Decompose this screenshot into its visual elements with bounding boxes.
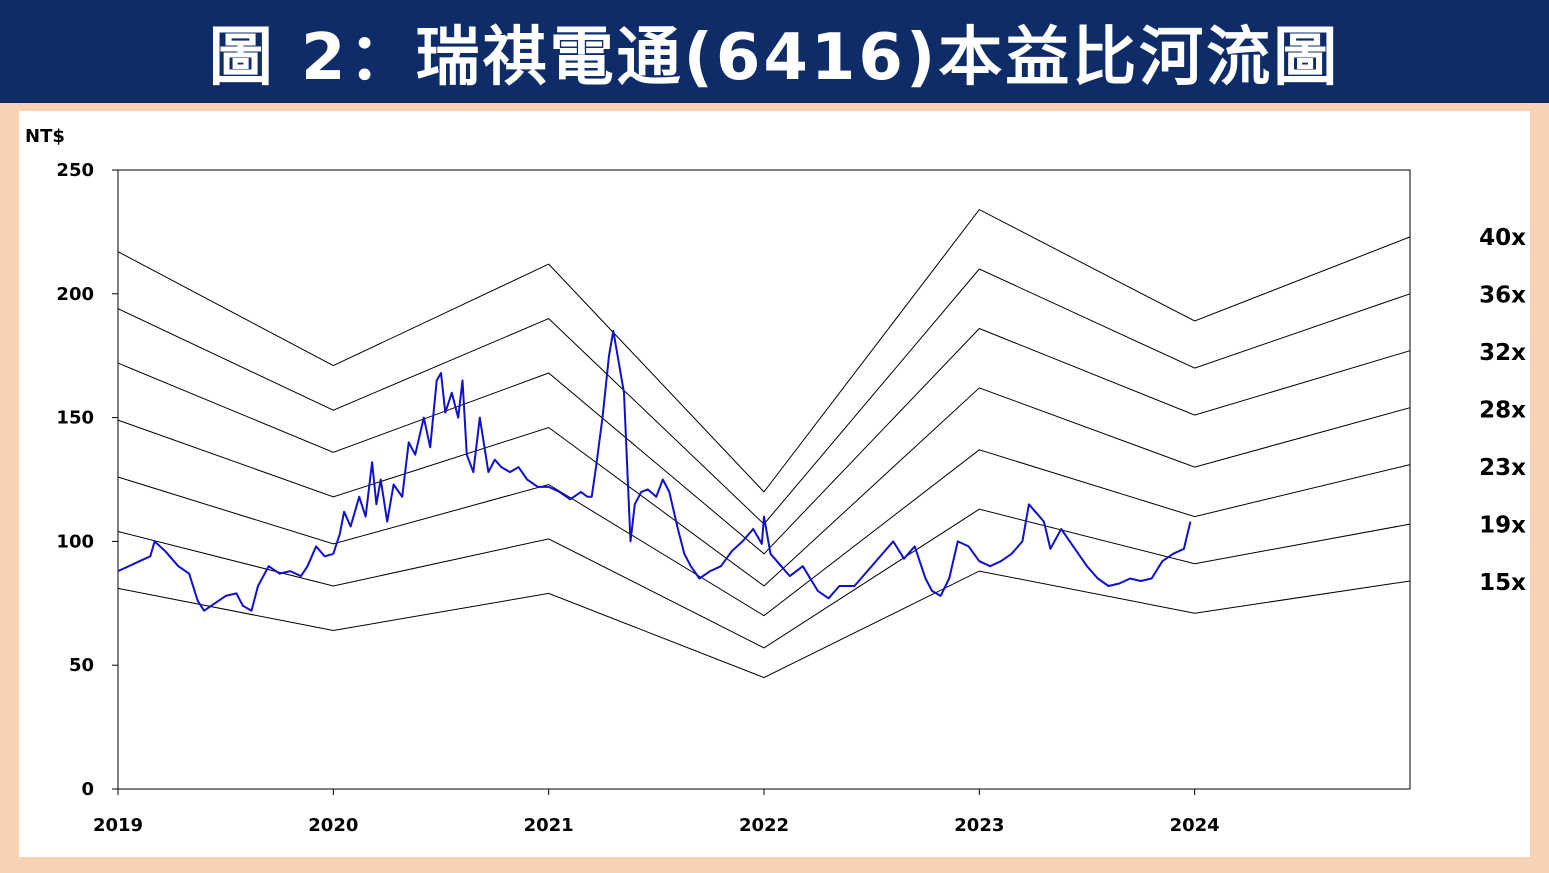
band-label-15x: 15x (1479, 570, 1526, 596)
price-line (117, 329, 1192, 612)
y-axis: 0 50 100 150 200 250 (56, 160, 118, 800)
page-title: 圖 2：瑞祺電通(6416)本益比河流圖 (0, 0, 1549, 103)
chart-panel: NT$ 0 50 100 150 200 250 2019 2020 2021 2022 2023… (19, 111, 1530, 857)
y-tick-label: 100 (56, 531, 94, 552)
band-label-23x: 23x (1479, 455, 1526, 481)
pe-bands (117, 208, 1411, 679)
y-tick-label: 0 (81, 779, 94, 800)
y-tick-label: 250 (56, 160, 94, 181)
plot-frame (117, 169, 1411, 790)
y-tick-label: 50 (69, 655, 94, 676)
band-line-36x (117, 268, 1411, 525)
y-tick-label: 150 (56, 408, 94, 429)
pe-river-chart: NT$ 0 50 100 150 200 250 2019 2020 2021 2022 2023… (25, 126, 1526, 836)
band-label-36x: 36x (1479, 283, 1526, 309)
x-tick-label: 2023 (954, 815, 1004, 836)
band-line-15x (117, 570, 1411, 679)
band-labels: 40x 36x 32x 28x 23x 19x 15x (1479, 225, 1526, 596)
x-axis: 2019 2020 2021 2022 2023 2024 (93, 789, 1220, 836)
x-tick-label: 2019 (93, 815, 143, 836)
y-tick-label: 200 (56, 284, 94, 305)
price-series (117, 329, 1192, 612)
x-tick-label: 2022 (739, 815, 789, 836)
band-label-28x: 28x (1479, 398, 1526, 424)
band-label-40x: 40x (1479, 225, 1526, 251)
band-line-32x (117, 327, 1411, 555)
band-label-32x: 32x (1479, 340, 1526, 366)
x-tick-label: 2020 (308, 815, 358, 836)
band-line-40x (117, 208, 1411, 493)
x-tick-label: 2024 (1170, 815, 1220, 836)
band-line-19x (117, 508, 1411, 649)
band-label-19x: 19x (1479, 513, 1526, 539)
band-line-23x (117, 449, 1411, 617)
x-tick-label: 2021 (524, 815, 574, 836)
y-axis-label: NT$ (25, 126, 65, 147)
band-line-28x (117, 387, 1411, 587)
